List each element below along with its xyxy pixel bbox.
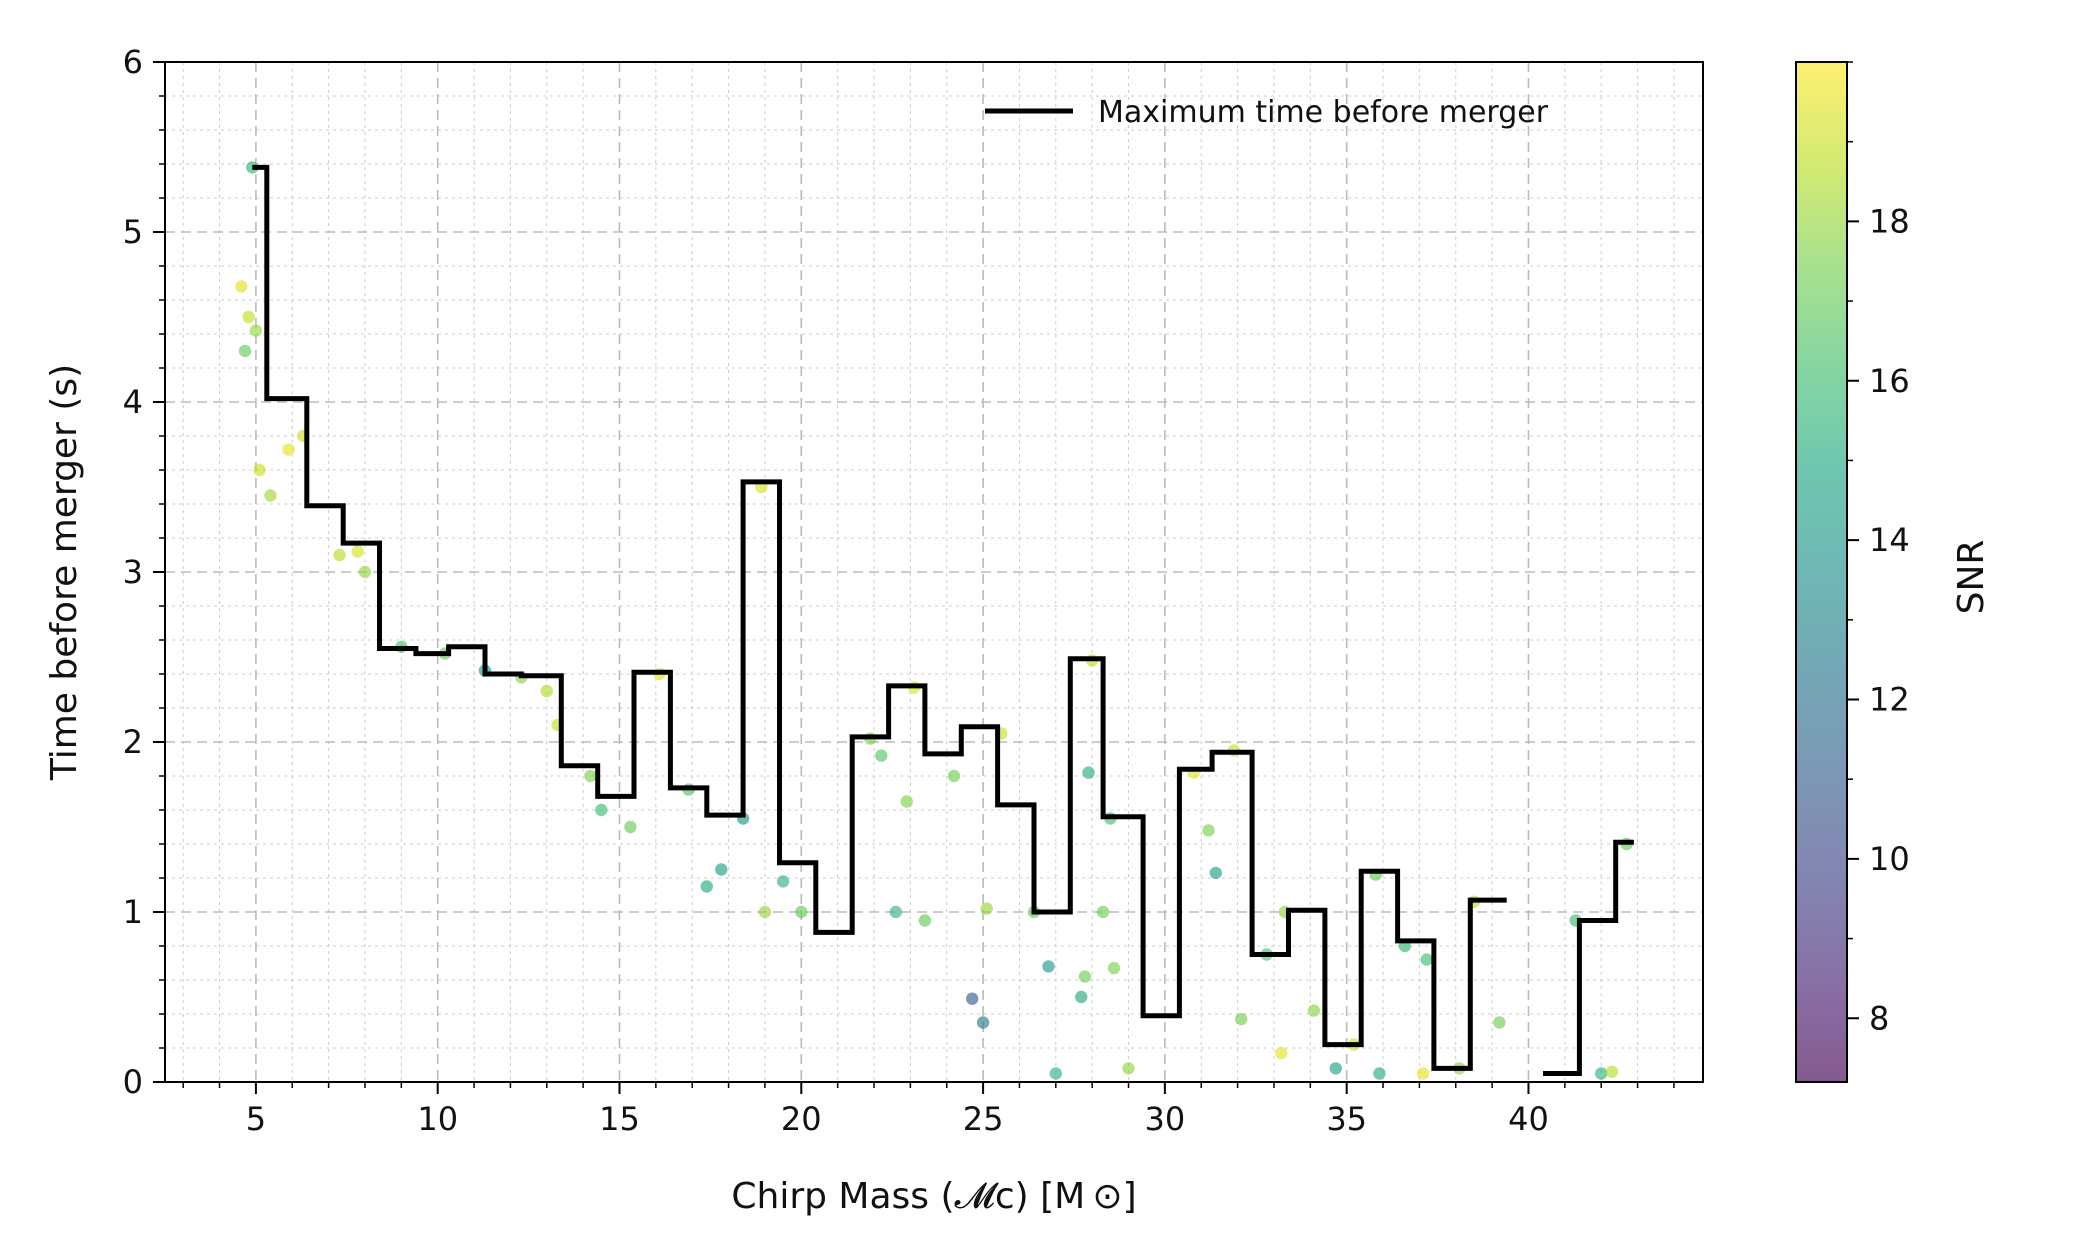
event-point [246, 161, 259, 174]
event-point [238, 344, 252, 358]
event-point [264, 489, 277, 502]
event-point [1307, 1004, 1321, 1017]
event-point [918, 914, 932, 927]
event-point [1049, 1067, 1063, 1080]
event-point [624, 820, 637, 834]
event-point [1107, 961, 1121, 975]
x-tick-label: 5 [246, 1100, 266, 1138]
event-point [1235, 1012, 1248, 1026]
event-point [595, 803, 608, 817]
event-point [795, 905, 808, 919]
event-point [700, 880, 713, 893]
event-point [875, 749, 888, 762]
event-point [584, 769, 597, 783]
colorbar-tick-label: 14 [1869, 521, 1910, 559]
y-axis-label: Time before merger (s) [44, 364, 85, 781]
event-point [1605, 1065, 1619, 1079]
event-point [947, 769, 961, 783]
event-point [253, 463, 266, 477]
event-point [1420, 953, 1433, 966]
event-point [980, 902, 993, 915]
event-point [333, 548, 346, 562]
event-point [1416, 1067, 1430, 1080]
event-point [1082, 766, 1095, 779]
event-point [1075, 990, 1088, 1004]
event-point [540, 684, 553, 698]
event-point [715, 863, 728, 876]
y-axis-ticks: 0 1 2 3 4 5 6 [123, 43, 165, 1101]
event-point [1594, 1067, 1608, 1080]
y-tick-label: 0 [123, 1063, 143, 1101]
colorbar-tick-label: 16 [1869, 362, 1910, 400]
y-tick-label: 3 [123, 553, 143, 591]
event-point [1493, 1016, 1506, 1029]
colorbar: 8 10 12 14 16 18 SNR [1795, 61, 1992, 1083]
x-tick-label: 15 [599, 1100, 640, 1138]
max-time-step-segment [252, 164, 1507, 1071]
event-point [1373, 1067, 1386, 1080]
colorbar-ticks: 8 10 12 14 16 18 [1847, 61, 1910, 1037]
event-point [249, 324, 263, 337]
event-point [1096, 905, 1110, 919]
event-point [758, 905, 772, 919]
colorbar-frame [1795, 61, 1848, 1083]
event-point [965, 992, 979, 1005]
event-point [776, 875, 790, 888]
event-point [235, 280, 248, 293]
event-point [242, 310, 255, 324]
x-tick-label: 20 [781, 1100, 822, 1138]
colorbar-label: SNR [1951, 540, 1992, 615]
legend: Maximum time before merger [985, 95, 1549, 130]
event-point [358, 565, 372, 579]
x-tick-label: 35 [1326, 1100, 1367, 1138]
y-tick-label: 1 [123, 893, 143, 931]
x-tick-label: 40 [1508, 1100, 1549, 1138]
event-point [1329, 1062, 1342, 1075]
event-point [889, 905, 903, 919]
event-point [351, 545, 364, 558]
colorbar-tick-label: 10 [1869, 840, 1910, 878]
max-time-step-line [252, 164, 1634, 1076]
x-tick-label: 25 [963, 1100, 1004, 1138]
colorbar-tick-label: 18 [1869, 202, 1910, 240]
x-axis-label: Chirp Mass (𝓜c) [M ⊙] [731, 1176, 1136, 1217]
event-point [976, 1016, 990, 1029]
x-tick-label: 10 [417, 1100, 458, 1138]
event-point [1275, 1046, 1288, 1060]
y-tick-label: 2 [123, 723, 143, 761]
colorbar-bar [1796, 62, 1847, 1082]
event-point [1042, 960, 1055, 973]
y-tick-label: 6 [123, 43, 143, 81]
y-tick-label: 4 [123, 383, 143, 421]
event-point [282, 443, 295, 456]
event-point [1209, 866, 1222, 880]
legend-label: Maximum time before merger [1098, 95, 1549, 130]
colorbar-tick-label: 12 [1869, 681, 1910, 719]
event-point [1202, 824, 1215, 837]
x-tick-label: 30 [1145, 1100, 1186, 1138]
event-point [1078, 970, 1092, 983]
max-time-step-segment [1543, 839, 1634, 1076]
event-point [900, 795, 913, 808]
event-point [1122, 1062, 1135, 1075]
colorbar-tick-label: 8 [1869, 999, 1889, 1037]
y-tick-label: 5 [123, 213, 143, 251]
x-axis-ticks: 5 10 15 20 25 30 35 40 [182, 1082, 1675, 1138]
